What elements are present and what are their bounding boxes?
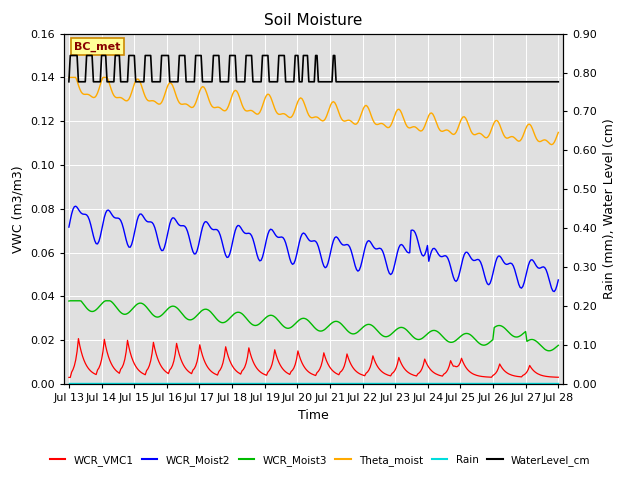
Rain [227,380,235,386]
WCR_Moist3 [280,324,288,330]
Theta_moist [227,96,235,101]
WCR_Moist3 [237,310,244,316]
WCR_VMC1 [212,372,220,377]
Rain [279,380,287,386]
WCR_Moist2 [550,288,558,294]
WCR_Moist2 [280,237,288,242]
Rain [236,380,243,386]
Line: WCR_Moist3: WCR_Moist3 [69,301,558,351]
WCR_Moist2 [72,204,79,209]
Rain [65,380,73,386]
Line: WCR_VMC1: WCR_VMC1 [69,338,558,377]
WaterLevel_cm [127,53,134,59]
WCR_Moist2 [212,227,220,232]
WaterLevel_cm [212,53,220,59]
Theta_moist [211,105,219,110]
WCR_Moist3 [67,298,74,304]
WCR_VMC1 [228,363,236,369]
WaterLevel_cm [228,53,236,59]
WCR_Moist3 [529,336,536,342]
WaterLevel_cm [554,79,562,84]
Legend: WCR_VMC1, WCR_Moist2, WCR_Moist3, Theta_moist, Rain, WaterLevel_cm: WCR_VMC1, WCR_Moist2, WCR_Moist3, Theta_… [45,451,595,470]
WCR_Moist3 [545,348,552,354]
X-axis label: Time: Time [298,408,329,421]
Line: WCR_Moist2: WCR_Moist2 [69,206,558,291]
Rain [527,380,535,386]
WCR_Moist3 [228,312,236,318]
WCR_Moist2 [529,257,536,263]
WCR_VMC1 [65,374,73,380]
Theta_moist [527,123,535,129]
Title: Soil Moisture: Soil Moisture [264,13,363,28]
Theta_moist [548,142,556,147]
WCR_Moist2 [65,224,73,230]
Line: Theta_moist: Theta_moist [69,77,558,144]
WCR_Moist3 [212,315,220,321]
WCR_VMC1 [280,368,288,373]
WCR_Moist3 [554,342,562,348]
Rain [211,380,219,386]
WCR_VMC1 [554,374,562,380]
WCR_Moist2 [127,244,134,250]
WaterLevel_cm [237,79,244,84]
WaterLevel_cm [67,53,74,59]
WCR_Moist2 [237,225,244,230]
WCR_Moist3 [127,308,134,314]
Rain [125,380,132,386]
Line: WaterLevel_cm: WaterLevel_cm [69,56,558,82]
Theta_moist [236,94,243,99]
Y-axis label: Rain (mm), Water Level (cm): Rain (mm), Water Level (cm) [602,119,616,299]
Text: BC_met: BC_met [74,41,120,52]
Rain [554,380,562,386]
WaterLevel_cm [65,79,73,84]
WaterLevel_cm [280,53,288,59]
Theta_moist [554,130,562,135]
WCR_Moist2 [554,277,562,283]
WCR_VMC1 [75,336,83,341]
Theta_moist [279,111,287,117]
WCR_VMC1 [127,349,134,355]
Theta_moist [65,74,73,80]
WaterLevel_cm [529,79,536,84]
WCR_VMC1 [529,367,536,372]
WCR_VMC1 [237,371,244,377]
WCR_Moist2 [228,240,236,245]
WCR_Moist3 [65,298,73,304]
Theta_moist [125,96,132,102]
Y-axis label: VWC (m3/m3): VWC (m3/m3) [12,165,25,252]
